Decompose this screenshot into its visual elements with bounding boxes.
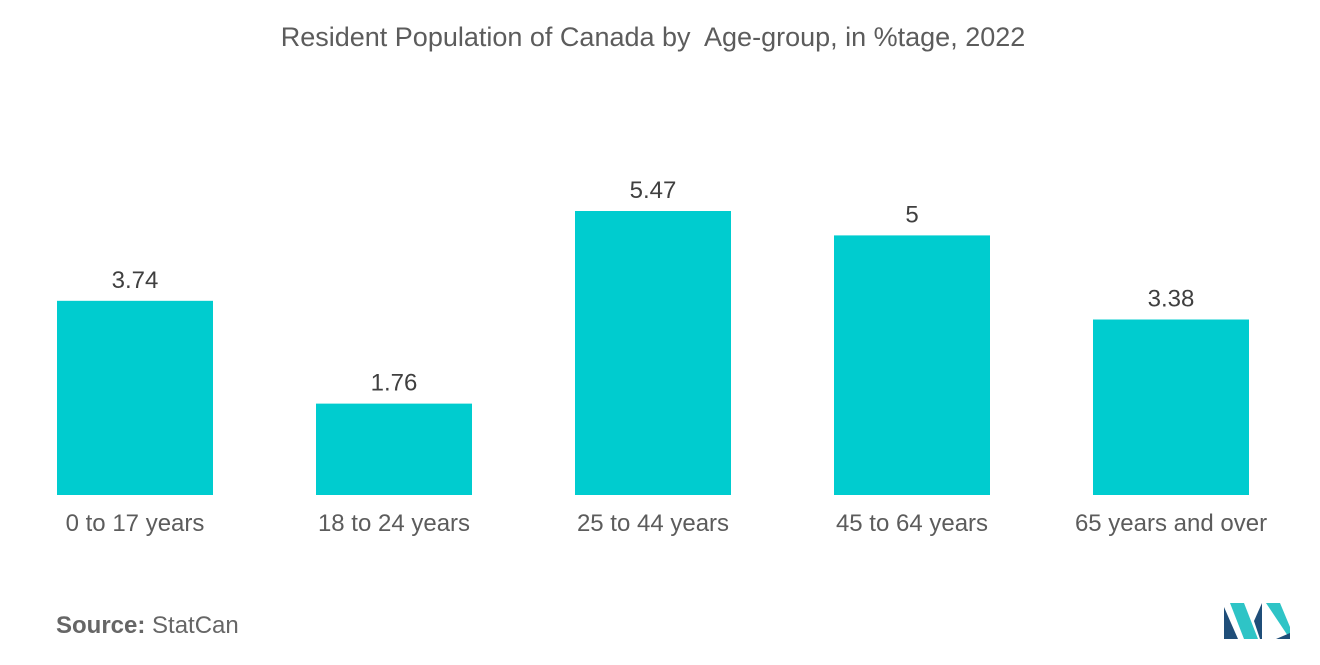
value-labels-layer: 3.74 1.76 5.47 5 3.38 bbox=[112, 177, 1195, 397]
bar-2 bbox=[575, 211, 731, 495]
category-label-1: 18 to 24 years bbox=[318, 510, 470, 537]
bar-chart: 3.74 1.76 5.47 5 3.38 0 to 17 years 18 to 24 … bbox=[57, 177, 1267, 537]
value-label-3: 5 bbox=[905, 201, 918, 228]
category-label-0: 0 to 17 years bbox=[66, 510, 205, 537]
category-label-3: 45 to 64 years bbox=[836, 510, 988, 537]
source-value: StatCan bbox=[152, 612, 239, 639]
source-note: Source: StatCan bbox=[56, 612, 239, 640]
bar-4 bbox=[1093, 319, 1249, 495]
value-label-0: 3.74 bbox=[112, 267, 159, 294]
value-label-2: 5.47 bbox=[630, 177, 677, 204]
category-label-4: 65 years and over bbox=[1075, 510, 1267, 537]
bar-0 bbox=[57, 300, 213, 495]
chart-title: Resident Population of Canada by Age-gro… bbox=[280, 22, 1026, 52]
category-label-2: 25 to 44 years bbox=[577, 510, 729, 537]
bar-3 bbox=[834, 235, 990, 495]
category-labels-layer: 0 to 17 years 18 to 24 years 25 to 44 year… bbox=[66, 510, 1267, 537]
mordor-intelligence-logo-icon bbox=[1224, 603, 1290, 639]
value-label-4: 3.38 bbox=[1148, 286, 1195, 313]
value-label-1: 1.76 bbox=[371, 370, 418, 397]
source-label: Source: bbox=[56, 612, 146, 639]
bars-layer bbox=[57, 211, 1249, 495]
bar-1 bbox=[316, 403, 472, 495]
